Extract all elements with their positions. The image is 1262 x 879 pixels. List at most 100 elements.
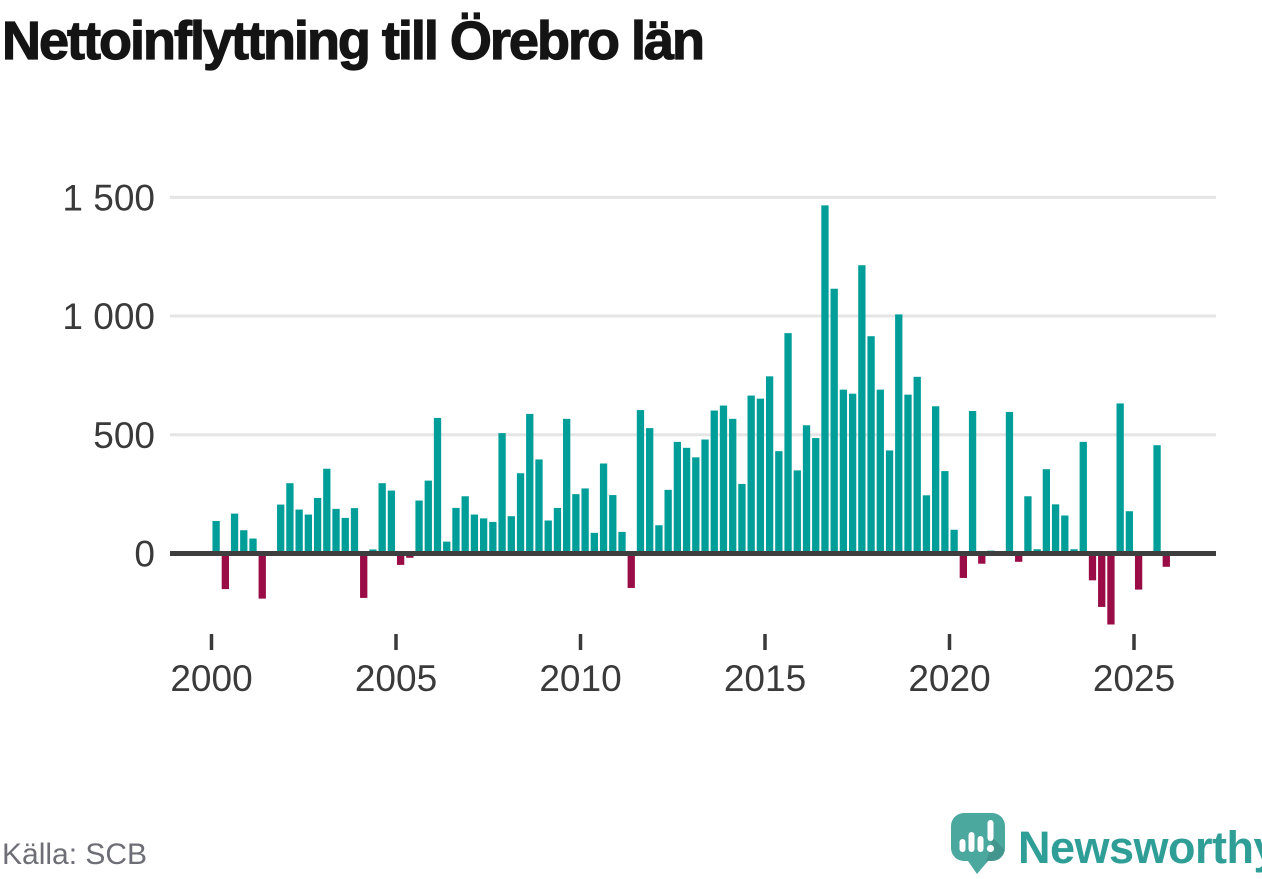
bar-2019Q3 xyxy=(932,406,940,554)
bar-2007Q3 xyxy=(489,521,497,554)
bar-2011Q1 xyxy=(618,531,626,554)
bar-2002Q2 xyxy=(295,509,303,554)
bar-2021Q3 xyxy=(1005,411,1014,554)
bar-2020Q4 xyxy=(978,553,986,564)
bar-2025Q3 xyxy=(1153,445,1161,554)
bar-2015Q1 xyxy=(765,376,774,554)
bar-2009Q3 xyxy=(563,418,571,554)
x-axis-label-2015: 2015 xyxy=(724,658,806,699)
bar-2013Q4 xyxy=(719,405,728,554)
gridline-500 xyxy=(170,433,1216,437)
x-axis-label-2025: 2025 xyxy=(1093,658,1175,699)
bar-2005Q3 xyxy=(415,500,423,554)
bar-2018Q3 xyxy=(895,314,903,554)
bar-2012Q1 xyxy=(655,525,663,554)
newsworthy-logo: Newsworthy xyxy=(948,810,1262,876)
bar-2008Q4 xyxy=(535,459,543,554)
bar-2017Q1 xyxy=(839,389,848,554)
bar-2009Q1 xyxy=(544,520,552,554)
bar-2006Q2 xyxy=(443,541,451,554)
bar-2013Q3 xyxy=(710,410,718,554)
bar-2014Q3 xyxy=(747,395,755,554)
bar-2006Q4 xyxy=(461,496,469,554)
x-tick-2020 xyxy=(947,634,952,650)
bar-2015Q2 xyxy=(775,451,783,554)
newsworthy-wordmark: Newsworthy xyxy=(1018,822,1262,873)
gridline-1500 xyxy=(170,195,1216,199)
icon-bars xyxy=(959,820,995,853)
bar-2008Q2 xyxy=(516,473,525,554)
bar-2016Q4 xyxy=(830,288,838,554)
bar-2020Q2 xyxy=(959,553,967,578)
bar-2001Q2 xyxy=(258,553,266,599)
bar-2004Q1 xyxy=(360,553,368,598)
bar-2009Q2 xyxy=(553,507,562,554)
bar-2024Q2 xyxy=(1107,553,1115,625)
bar-2008Q1 xyxy=(507,516,515,554)
y-axis-label-500: 500 xyxy=(93,415,155,456)
bar-2010Q4 xyxy=(609,495,617,554)
bar-2018Q4 xyxy=(904,394,912,554)
y-axis-label-0: 0 xyxy=(134,534,155,575)
y-axis-label-1000: 1 000 xyxy=(62,296,155,337)
bar-2014Q2 xyxy=(738,483,746,554)
bar-2013Q1 xyxy=(692,457,700,554)
bar-2001Q4 xyxy=(277,504,285,554)
bar-2020Q1 xyxy=(950,529,958,554)
bar-2010Q2 xyxy=(590,532,598,554)
page-title: Nettoinflyttning till Örebro län xyxy=(1,10,705,71)
bar-2023Q1 xyxy=(1061,515,1069,554)
bar-2017Q4 xyxy=(867,336,875,554)
bar-2008Q3 xyxy=(526,413,534,554)
bar-2016Q3 xyxy=(821,205,829,554)
source-note: Källa: SCB xyxy=(2,838,148,871)
bar-2010Q1 xyxy=(581,488,589,554)
bar-2019Q1 xyxy=(913,376,921,554)
bar-2011Q2 xyxy=(627,553,635,588)
bar-2019Q2 xyxy=(922,495,931,554)
bar-2000Q3 xyxy=(230,513,239,554)
bar-2000Q1 xyxy=(212,520,220,554)
bar-2003Q2 xyxy=(332,508,340,554)
bar-2003Q1 xyxy=(323,468,331,554)
bar-2024Q4 xyxy=(1125,511,1134,554)
bar-2007Q1 xyxy=(470,514,479,554)
bar-2012Q3 xyxy=(673,441,682,554)
bar-2014Q4 xyxy=(756,398,765,554)
bar-2022Q1 xyxy=(1024,496,1032,554)
x-axis-label-2020: 2020 xyxy=(908,658,990,699)
x-tick-2010 xyxy=(578,634,583,650)
bar-2024Q1 xyxy=(1098,553,1106,607)
bar-2000Q4 xyxy=(240,530,248,554)
zero-axis-line xyxy=(170,551,1216,556)
bar-2006Q1 xyxy=(433,417,442,554)
bar-2014Q1 xyxy=(729,418,737,554)
bar-2022Q3 xyxy=(1042,469,1051,554)
bar-2001Q1 xyxy=(249,538,257,554)
bar-2005Q4 xyxy=(424,480,432,554)
bar-2025Q1 xyxy=(1134,553,1143,590)
bar-2012Q2 xyxy=(664,489,672,554)
bar-2004Q4 xyxy=(387,490,396,554)
bar-2003Q3 xyxy=(341,517,349,554)
bar-2002Q1 xyxy=(286,483,294,554)
bar-2013Q2 xyxy=(701,439,709,554)
bar-2024Q3 xyxy=(1116,403,1124,554)
bar-2015Q3 xyxy=(784,333,792,554)
bar-2011Q4 xyxy=(646,428,654,554)
x-tick-2015 xyxy=(763,634,767,650)
bar-2002Q3 xyxy=(304,514,313,554)
x-tick-2025 xyxy=(1132,634,1136,650)
bar-2022Q4 xyxy=(1051,504,1060,554)
bar-2019Q4 xyxy=(941,471,949,554)
bar-2004Q3 xyxy=(378,483,386,554)
bar-2012Q4 xyxy=(682,447,691,554)
bar-2016Q2 xyxy=(812,438,820,554)
bar-2005Q1 xyxy=(396,553,405,565)
bar-2018Q2 xyxy=(885,450,894,554)
bar-2002Q4 xyxy=(313,497,322,554)
bar-2000Q2 xyxy=(221,553,229,590)
bar-2006Q3 xyxy=(452,507,460,554)
bar-2016Q1 xyxy=(802,425,811,554)
